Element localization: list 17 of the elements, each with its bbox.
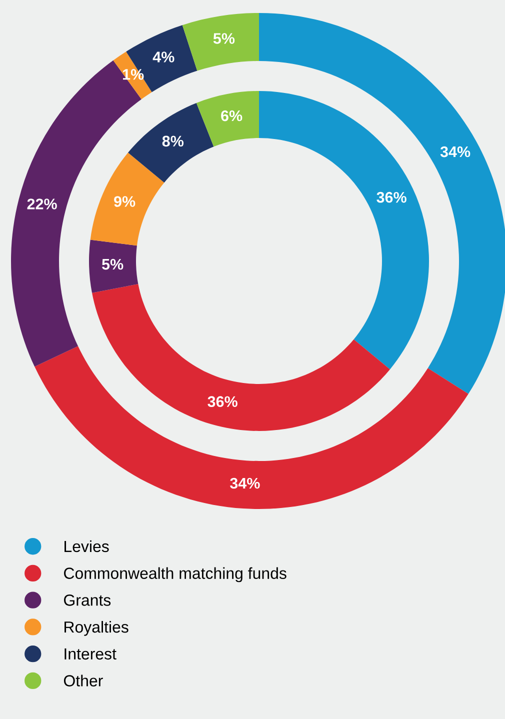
data-label: 36% [208, 396, 238, 408]
legend-label: Grants [64, 594, 111, 606]
legend-label: Other [64, 674, 103, 686]
legend-label: Levies [64, 540, 109, 552]
data-label: 34% [230, 478, 260, 489]
data-label: 5% [102, 258, 124, 270]
data-label: 9% [114, 196, 136, 207]
legend-label: Commonwealth matching funds [64, 567, 286, 582]
data-label: 6% [221, 110, 242, 122]
legend-label: Interest [64, 648, 116, 660]
data-label: 22% [27, 198, 57, 210]
data-label: 36% [376, 192, 406, 203]
data-label: 5% [213, 33, 235, 44]
legend-label: Royalties [64, 620, 128, 636]
data-label: 34% [440, 146, 470, 158]
data-label: 4% [152, 52, 174, 62]
data-label: 8% [162, 136, 184, 147]
